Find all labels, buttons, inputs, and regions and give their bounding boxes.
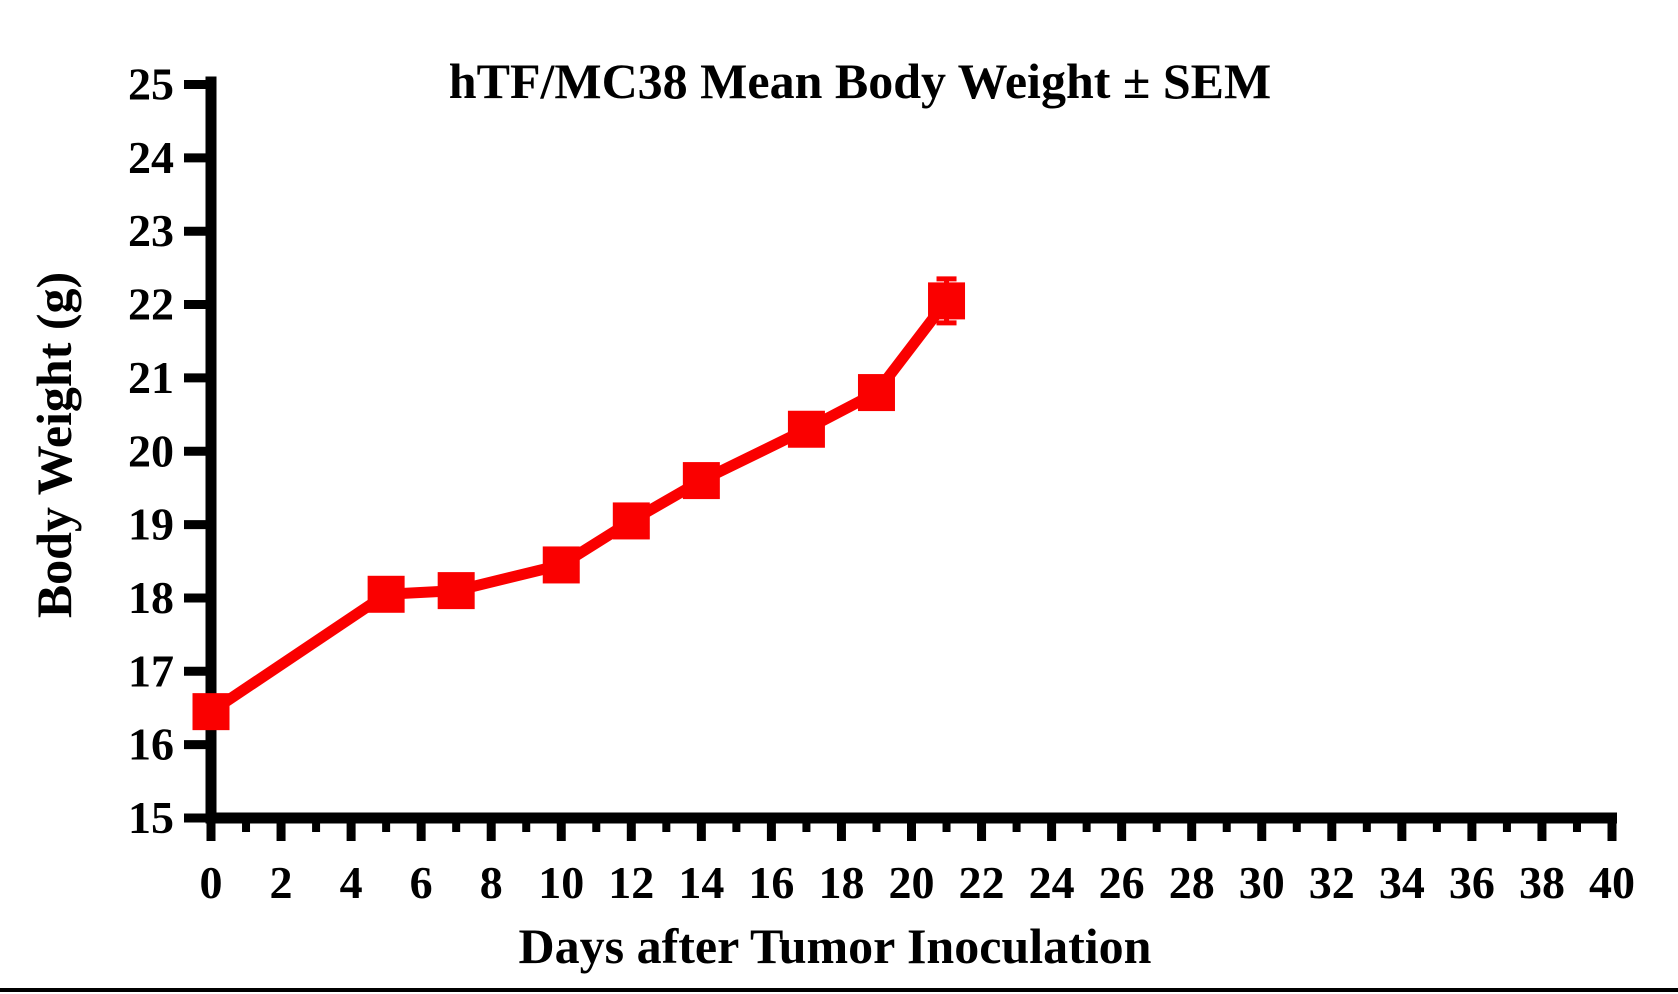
x-tick-label: 4: [340, 857, 363, 908]
y-tick-label: 16: [128, 719, 174, 770]
x-tick-label: 36: [1449, 857, 1495, 908]
y-tick-label: 15: [128, 792, 174, 843]
data-point-marker: [928, 282, 966, 320]
bottom-divider: [0, 988, 1678, 992]
data-point-marker: [437, 572, 475, 610]
x-axis-title: Days after Tumor Inoculation: [518, 918, 1152, 974]
x-tick-label: 20: [889, 857, 935, 908]
x-tick-label: 8: [480, 857, 503, 908]
x-tick-label: 28: [1169, 857, 1215, 908]
data-point-marker: [192, 693, 230, 731]
y-tick-label: 21: [128, 352, 174, 403]
y-tick-label: 24: [128, 132, 174, 183]
data-point-marker: [612, 502, 650, 540]
y-tick-label: 20: [128, 425, 174, 476]
x-tick-label: 12: [608, 857, 654, 908]
x-tick-label: 34: [1379, 857, 1425, 908]
x-tick-label: 26: [1099, 857, 1145, 908]
x-tick-label: 2: [270, 857, 293, 908]
x-tick-label: 10: [538, 857, 584, 908]
data-point-marker: [787, 410, 825, 448]
x-tick-label: 30: [1239, 857, 1285, 908]
data-point-marker: [542, 546, 580, 584]
x-tick-label: 40: [1589, 857, 1635, 908]
y-tick-label: 23: [128, 205, 174, 256]
y-tick-label: 18: [128, 572, 174, 623]
series-line: [207, 297, 951, 717]
x-tick-label: 16: [748, 857, 794, 908]
x-tick-label: 38: [1519, 857, 1565, 908]
x-tick-label: 0: [200, 857, 223, 908]
y-tick-label: 19: [128, 499, 174, 550]
data-point-marker: [367, 575, 405, 613]
data-point-marker: [682, 462, 720, 500]
x-tick-label: 14: [678, 857, 724, 908]
y-tick-label: 25: [128, 59, 174, 110]
chart-title: hTF/MC38 Mean Body Weight ± SEM: [448, 53, 1272, 109]
x-tick-label: 24: [1029, 857, 1075, 908]
x-tick-label: 22: [959, 857, 1005, 908]
data-point-marker: [857, 374, 895, 412]
x-tick-label: 32: [1309, 857, 1355, 908]
y-tick-label: 17: [128, 645, 174, 696]
x-tick-label: 18: [818, 857, 864, 908]
x-tick-label: 6: [410, 857, 433, 908]
y-tick-label: 22: [128, 279, 174, 330]
